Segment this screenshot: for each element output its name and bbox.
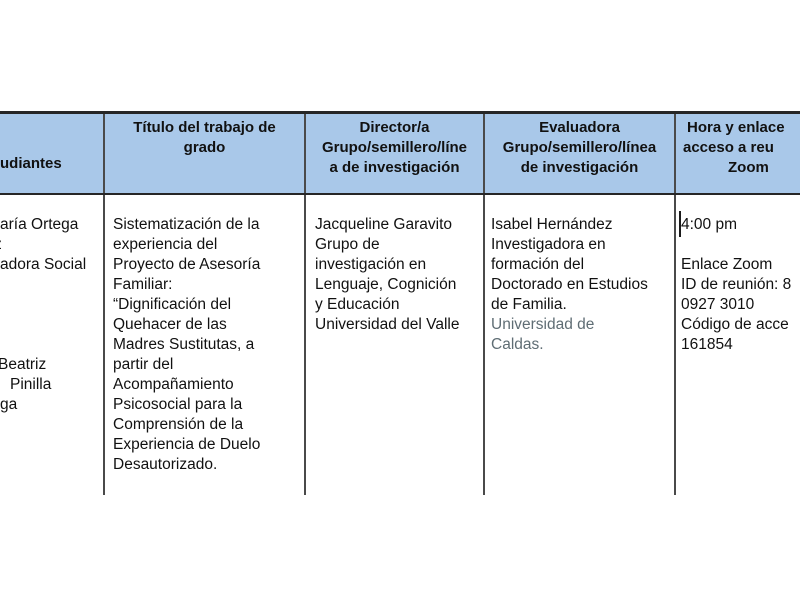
header-cell-director[interactable]: Director/a Grupo/semillero/líne a de inves… — [306, 114, 485, 193]
text-line: Acompañamiento — [113, 376, 234, 393]
text-line: Doctorado en Estudios — [491, 276, 648, 293]
evaluator-name-block: Isabel Hernández Investigadora en formació… — [491, 215, 670, 315]
text-line: aría Ortega — [0, 216, 79, 233]
text-line: Beatriz — [0, 356, 47, 373]
text-line: Experiencia de Duelo — [113, 436, 261, 453]
text-line — [0, 275, 103, 295]
text-line: Grupo de — [315, 236, 380, 253]
text-line: Código de acce — [681, 316, 789, 333]
text-line: Universidad de — [491, 316, 595, 333]
text-line: Grupo/semillero/línea — [502, 139, 657, 156]
text-line: de investigación — [520, 159, 639, 176]
text-line: investigación en — [315, 256, 427, 273]
header-cell-title[interactable]: Título del trabajo de grado — [105, 114, 306, 193]
text-line: Hora y enlace — [687, 119, 785, 136]
text-line: Desautorizado. — [113, 456, 218, 473]
text-line: “Dignificación del — [113, 296, 232, 313]
text-line: y Educación — [315, 296, 400, 313]
text-line: Jacqueline Garavito — [315, 216, 452, 233]
cell-thesis-title[interactable]: Sistematización de la experiencia del Proy… — [105, 195, 306, 495]
text-line — [0, 295, 103, 315]
text-line: Familiar: — [113, 276, 173, 293]
text-line: Investigadora en — [491, 236, 606, 253]
cell-evaluator[interactable]: Isabel Hernández Investigadora en formació… — [485, 195, 676, 495]
text-line: 4:00 pm — [681, 216, 738, 233]
text-line: Quehacer de las — [113, 316, 227, 333]
text-line — [676, 235, 800, 255]
text-line: Caldas. — [491, 336, 544, 353]
text-line: ga — [0, 396, 18, 413]
text-line — [0, 315, 103, 335]
text-line: Proyecto de Asesoría — [113, 256, 261, 273]
text-line: z — [0, 235, 103, 255]
text-line: Sistematización de la — [113, 216, 260, 233]
cell-schedule[interactable]: 4:00 pm Enlace Zoom ID de reunión: 8 0927 … — [676, 195, 800, 495]
cell-director[interactable]: Jacqueline Garavito Grupo de investigación… — [306, 195, 485, 495]
text-line: Enlace Zoom — [681, 256, 773, 273]
header-cell-evaluator[interactable]: Evaluadora Grupo/semillero/línea de invest… — [485, 114, 676, 193]
text-line: Pinilla — [10, 376, 52, 393]
text-line: 0927 3010 — [681, 296, 755, 313]
text-line — [0, 335, 103, 355]
text-line: Grupo/semillero/líne — [321, 139, 468, 156]
text-line: Título del trabajo de — [133, 119, 276, 136]
header-cell-students[interactable]: udiantes — [0, 114, 105, 193]
text-line: 161854 — [681, 336, 733, 353]
text-line: Universidad del Valle — [315, 316, 460, 333]
text-line: ID de reunión: 8 — [681, 276, 792, 293]
text-line: formación del — [491, 256, 585, 273]
text-line: adora Social — [0, 256, 87, 273]
text-line: Zoom — [728, 159, 769, 176]
text-line: de Familia. — [491, 296, 567, 313]
text-line: Isabel Hernández — [491, 216, 613, 233]
text-cursor — [679, 211, 681, 237]
text-line: Madres Sustitutas, a — [113, 336, 255, 353]
table-header-row: udiantes Título del trabajo de grado Dire… — [0, 111, 800, 195]
thesis-defense-table: udiantes Título del trabajo de grado Dire… — [0, 111, 800, 495]
text-line: Lenguaje, Cognición — [315, 276, 457, 293]
header-students-label: udiantes — [0, 155, 62, 172]
evaluator-university-block: Universidad de Caldas. — [491, 315, 670, 355]
text-line: experiencia del — [113, 236, 218, 253]
cell-students[interactable]: aría Ortega zadora Social Beatriz Pinilla g… — [0, 195, 105, 495]
text-line: grado — [183, 139, 226, 156]
header-cell-schedule[interactable]: Hora y enlace acceso a reu Zoom — [676, 114, 800, 193]
text-line: Comprensión de la — [113, 416, 244, 433]
text-line: a de investigación — [329, 159, 460, 176]
text-line: partir del — [113, 356, 174, 373]
text-line: Evaluadora — [539, 119, 620, 136]
text-line: acceso a reu — [683, 139, 774, 156]
table-body-row: aría Ortega zadora Social Beatriz Pinilla g… — [0, 195, 800, 495]
text-line: Director/a — [359, 119, 430, 136]
text-line: Psicosocial para la — [113, 396, 243, 413]
